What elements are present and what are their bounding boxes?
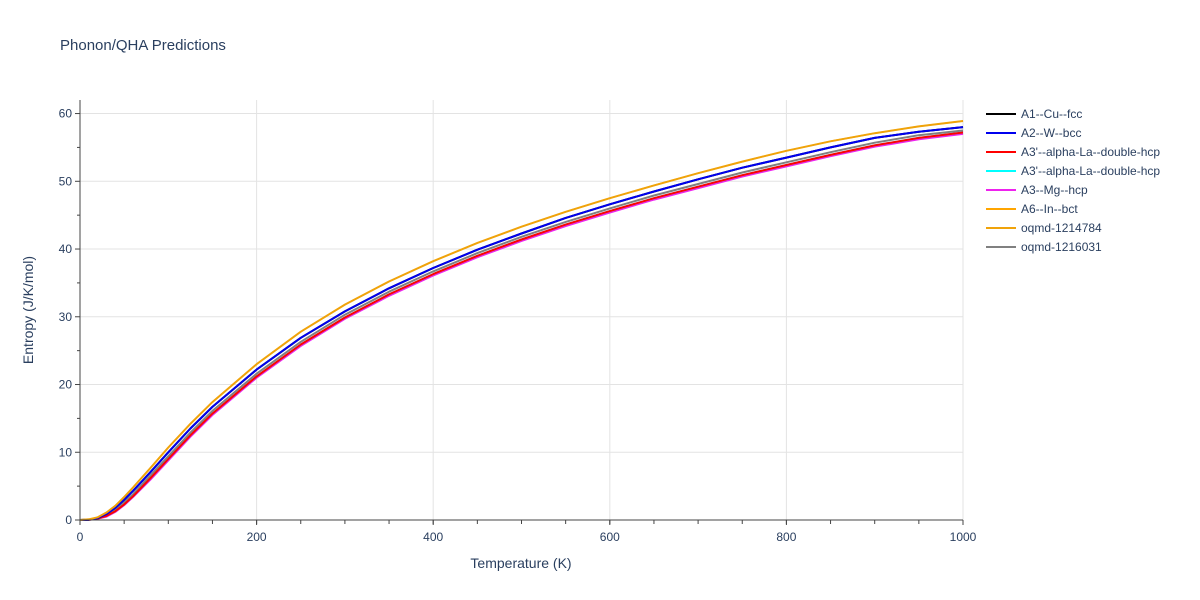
- x-tick-label: 800: [776, 530, 796, 544]
- grid-lines: [80, 100, 964, 520]
- legend-item[interactable]: oqmd-1216031: [986, 240, 1102, 254]
- legend-label: A1--Cu--fcc: [1021, 107, 1082, 121]
- y-tick-label: 0: [65, 513, 72, 527]
- x-tick-label: 0: [77, 530, 84, 544]
- series-line-2: [79, 131, 964, 521]
- legend-item[interactable]: A3--Mg--hcp: [986, 183, 1088, 197]
- x-tick-label: 200: [247, 530, 267, 544]
- x-tick-label: 400: [423, 530, 443, 544]
- y-tick-label: 60: [59, 107, 73, 121]
- x-tick-labels: 0 200 400 600 800 1000: [77, 530, 977, 544]
- legend-label: A3--Mg--hcp: [1021, 183, 1088, 197]
- series-line-3: [79, 131, 964, 521]
- legend-item[interactable]: A3'--alpha-La--double-hcp: [986, 164, 1160, 178]
- legend-label: A2--W--bcc: [1021, 126, 1081, 140]
- y-tick-label: 40: [59, 242, 73, 256]
- series-line-1: [79, 126, 964, 521]
- axes: [75, 100, 964, 525]
- y-tick-label: 50: [59, 174, 73, 188]
- series-layer: [79, 120, 964, 521]
- x-tick-label: 600: [600, 530, 620, 544]
- legend-label: oqmd-1214784: [1021, 221, 1102, 235]
- series-line-6: [79, 120, 964, 521]
- legend-label: A3'--alpha-La--double-hcp: [1021, 145, 1160, 159]
- series-line-7: [79, 129, 964, 521]
- legend-item[interactable]: A3'--alpha-La--double-hcp: [986, 145, 1160, 159]
- y-axis-title: Entropy (J/K/mol): [20, 256, 36, 364]
- legend-item[interactable]: A1--Cu--fcc: [986, 107, 1082, 121]
- legend-item[interactable]: oqmd-1214784: [986, 221, 1102, 235]
- legend: A1--Cu--fcc A2--W--bcc A3'--alpha-La--doub…: [986, 107, 1160, 254]
- chart-title: Phonon/QHA Predictions: [60, 37, 226, 54]
- y-tick-labels: 0 10 20 30 40 50 60: [59, 107, 73, 527]
- x-tick-label: 1000: [950, 530, 977, 544]
- legend-label: A3'--alpha-La--double-hcp: [1021, 164, 1160, 178]
- x-axis-title: Temperature (K): [470, 555, 571, 571]
- y-tick-label: 20: [59, 378, 73, 392]
- legend-label: oqmd-1216031: [1021, 240, 1102, 254]
- y-tick-label: 30: [59, 310, 73, 324]
- series-line-4: [79, 132, 964, 521]
- series-line-0: [79, 126, 964, 521]
- y-tick-label: 10: [59, 445, 73, 459]
- legend-item[interactable]: A6--In--bct: [986, 202, 1078, 216]
- legend-label: A6--In--bct: [1021, 202, 1078, 216]
- legend-item[interactable]: A2--W--bcc: [986, 126, 1081, 140]
